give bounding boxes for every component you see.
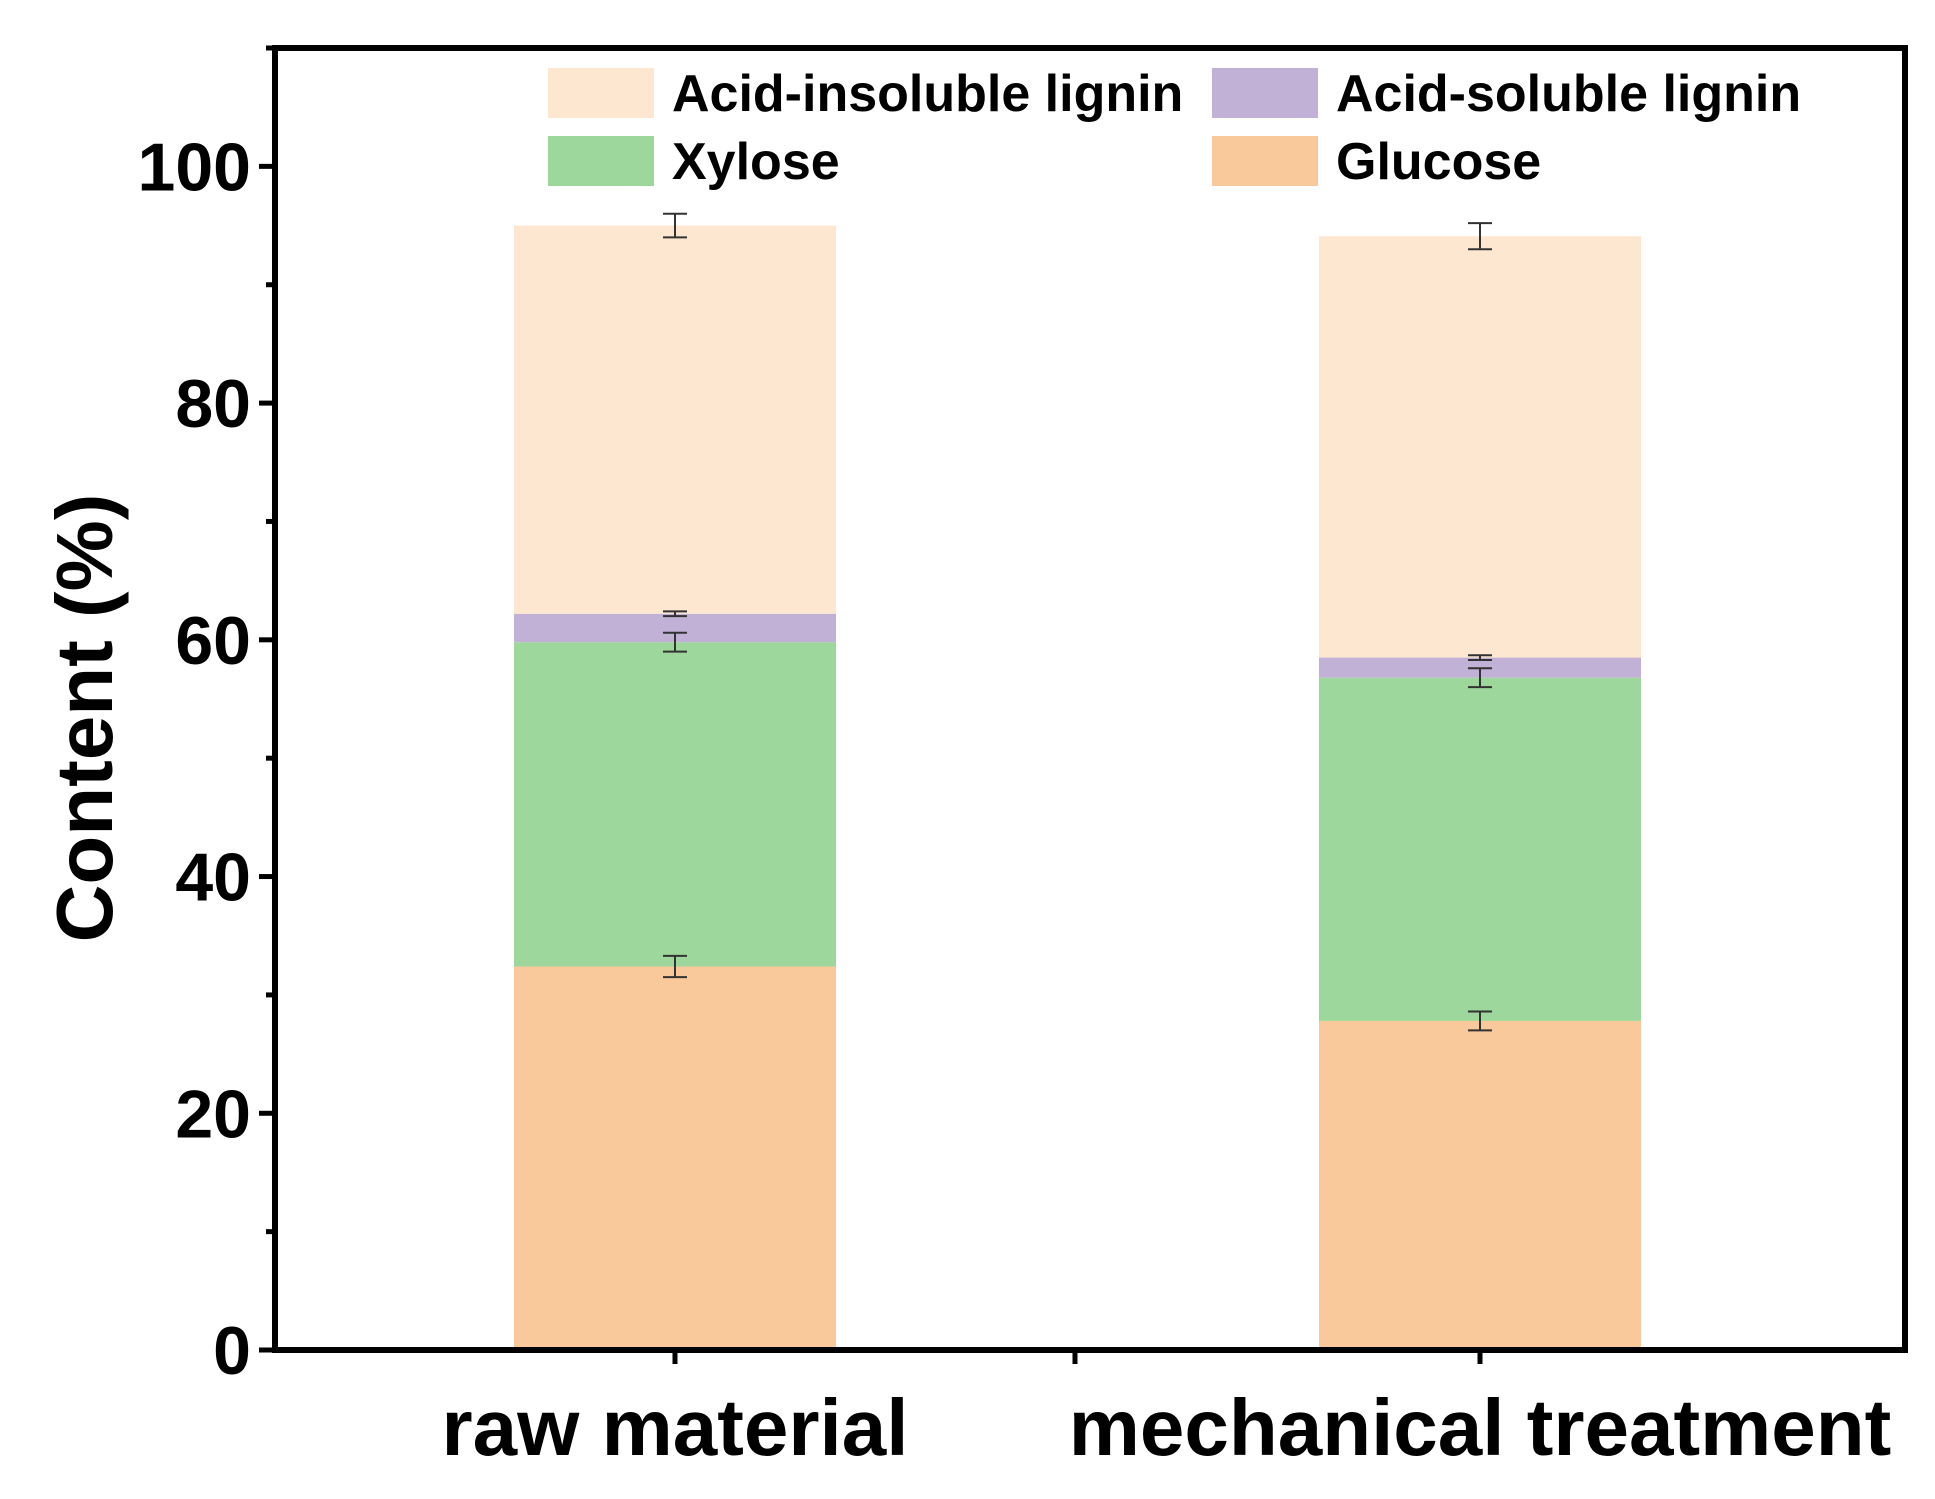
error-bar-mechanical-treatment-acid-insoluble-lignin <box>1468 222 1492 251</box>
legend-swatch <box>1212 136 1318 186</box>
x-tick-label: raw material <box>442 1383 909 1472</box>
bar-mechanical-treatment-acid-insoluble-lignin <box>1319 236 1641 658</box>
error-bar-raw-material-xylose <box>663 631 687 653</box>
y-axis-title: Content (%) <box>40 494 129 943</box>
plot-frame <box>272 45 1908 1353</box>
x-tick-label: mechanical treatment <box>1069 1383 1892 1472</box>
legend-item-acid-soluble-lignin: Acid-soluble lignin <box>1212 65 1801 123</box>
error-bar-raw-material-acid-soluble-lignin <box>663 610 687 618</box>
legend-label: Glucose <box>1336 133 1541 191</box>
error-bar-mechanical-treatment-xylose <box>1468 667 1492 689</box>
bar-raw-material-glucose <box>514 966 836 1350</box>
error-bar-raw-material-acid-insoluble-lignin <box>663 212 687 239</box>
y-tick-label: 100 <box>138 129 251 205</box>
bar-mechanical-treatment-glucose <box>1319 1020 1641 1350</box>
legend-label: Acid-soluble lignin <box>1336 65 1801 123</box>
y-tick-label: 60 <box>175 603 251 679</box>
legend-swatch <box>548 68 654 118</box>
y-tick-label: 20 <box>175 1076 251 1152</box>
legend-item-xylose: Xylose <box>548 133 840 191</box>
error-bar-raw-material-glucose <box>663 954 687 979</box>
legend: Acid-insoluble lignin Acid-soluble lignin… <box>548 65 1801 191</box>
bar-raw-material-xylose <box>514 642 836 967</box>
errorbars-layer <box>663 212 1492 1032</box>
legend-item-acid-insoluble-lignin: Acid-insoluble lignin <box>548 65 1183 123</box>
legend-swatch <box>548 136 654 186</box>
bar-mechanical-treatment-xylose <box>1319 677 1641 1021</box>
y-tick-label: 80 <box>175 366 251 442</box>
y-axis: 0 20 40 60 80 100 <box>138 45 275 1389</box>
legend-label: Xylose <box>672 133 840 191</box>
legend-swatch <box>1212 68 1318 118</box>
y-tick-label: 0 <box>213 1313 251 1389</box>
legend-label: Acid-insoluble lignin <box>672 65 1183 123</box>
bars-layer <box>514 225 1641 1350</box>
bar-raw-material-acid-insoluble-lignin <box>514 225 836 614</box>
error-bar-mechanical-treatment-glucose <box>1468 1010 1492 1032</box>
y-tick-label: 40 <box>175 840 251 916</box>
legend-item-glucose: Glucose <box>1212 133 1541 191</box>
x-axis: raw material mechanical treatment <box>442 1350 1892 1472</box>
error-bar-mechanical-treatment-acid-soluble-lignin <box>1468 654 1492 661</box>
